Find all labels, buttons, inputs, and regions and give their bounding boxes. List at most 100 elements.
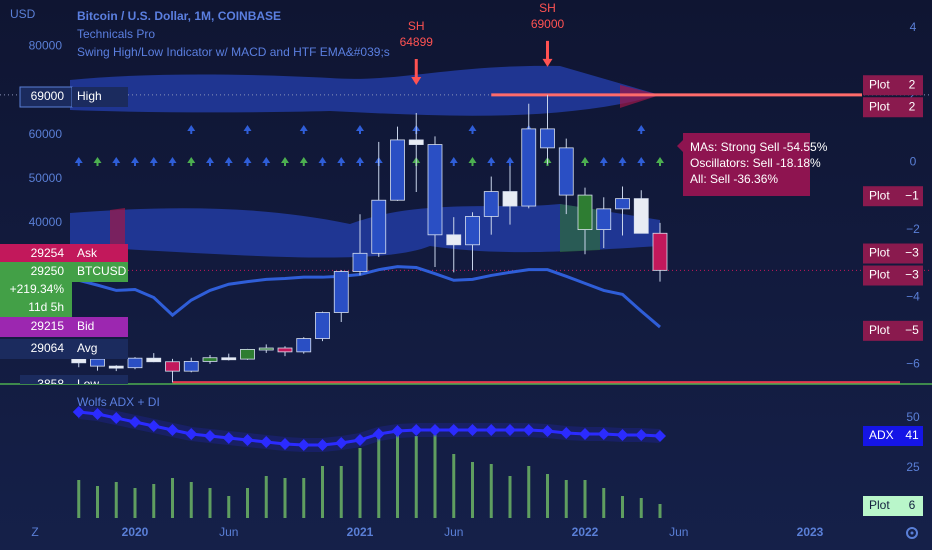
adx-bar: [339, 466, 343, 518]
main-pane: SH 64899 SH 69000: [0, 1, 932, 384]
adx-bar: [283, 478, 287, 518]
adx-point: [597, 428, 610, 440]
adx-point: [297, 439, 310, 451]
plot-badge-value: −5: [905, 323, 919, 337]
y2-tick-label: 0: [910, 155, 917, 169]
pane-badge-value: 41: [905, 428, 919, 442]
candle-body: [296, 338, 312, 353]
settings-icon[interactable]: [906, 527, 918, 539]
adx-point: [635, 429, 648, 441]
candle-body: [633, 198, 649, 234]
adx-point: [222, 432, 235, 444]
plot-badge-value: −3: [905, 246, 919, 260]
pane-badge: [863, 426, 923, 446]
signal-marker: [637, 125, 646, 134]
candle-body: [108, 365, 124, 369]
adx-bar: [489, 464, 493, 518]
signal-marker: [318, 157, 327, 166]
adx-bar: [546, 474, 549, 518]
candle-body: [127, 357, 143, 369]
adx-point: [522, 424, 535, 436]
y-tick-label: 60000: [29, 127, 63, 141]
candle-body: [446, 234, 462, 246]
x-tick-label: 2023: [797, 525, 824, 539]
adx-bar: [414, 436, 418, 518]
signal-marker: [168, 157, 177, 166]
price-badge-label-text: Bid: [77, 319, 94, 333]
y2-tick-label: −2: [906, 222, 920, 236]
candle-body: [71, 358, 87, 364]
price-badge-value-text: 29254: [31, 246, 65, 260]
adx-bar: [133, 488, 137, 518]
adx-bar: [189, 482, 193, 518]
adx-point: [654, 430, 666, 442]
signal-marker: [487, 157, 496, 166]
adx-bar: [264, 476, 268, 518]
adx-point: [541, 425, 554, 437]
price-badge-value-text: 69000: [31, 89, 65, 103]
price-badge-label-text: Low: [77, 377, 99, 391]
signal-marker: [243, 157, 252, 166]
price-badge-label: [72, 87, 128, 107]
plot-badge-name: Plot: [869, 188, 890, 202]
adx-bar: [508, 476, 512, 518]
pane-badge-name: Plot: [869, 498, 890, 512]
signal-marker: [206, 157, 214, 166]
price-badge-value: [0, 317, 72, 337]
plot-badge: [863, 75, 923, 96]
x-tick-label: Jun: [444, 525, 463, 539]
adx-point: [279, 438, 291, 450]
adx-bar: [77, 480, 81, 518]
signal-marker: [299, 125, 308, 134]
plot-badge: [863, 265, 923, 286]
adx-bar: [358, 448, 362, 518]
adx-point: [560, 427, 573, 439]
candle-body: [521, 128, 537, 207]
zoom-button[interactable]: Z: [31, 525, 38, 539]
ribbon: [70, 204, 660, 258]
adx-point: [316, 439, 329, 451]
plot-badge-value: −1: [905, 188, 919, 202]
price-badge-value-text: 29250: [31, 264, 65, 278]
adx-point: [129, 416, 141, 428]
signal-marker: [262, 157, 271, 166]
plot-badge-name: Plot: [869, 99, 890, 113]
adx-point: [204, 430, 216, 442]
candle-body: [596, 208, 612, 231]
adx-bar: [621, 496, 624, 518]
signal-marker: [356, 125, 364, 134]
pane-title: Wolfs ADX + DI: [77, 395, 160, 409]
adx-bar: [583, 480, 587, 518]
plot-badge: [863, 243, 923, 264]
adx-bar: [114, 482, 118, 518]
adx-point: [372, 428, 385, 440]
indicator-name: Swing High/Low Indicator w/ MACD and HTF…: [77, 45, 390, 59]
pane-badge-value: 6: [909, 498, 916, 512]
candle-body: [577, 194, 593, 231]
indicator-name: Technicals Pro: [77, 27, 155, 41]
adx-bar: [527, 466, 531, 518]
x-tick-label: Jun: [669, 525, 688, 539]
adx-point: [72, 406, 85, 418]
signal-marker: [224, 157, 233, 166]
pane-badge-name: ADX: [869, 428, 894, 442]
adx-point: [354, 434, 366, 446]
adx-point: [616, 429, 629, 441]
signal-marker: [599, 157, 608, 166]
candle-body: [202, 357, 218, 362]
adx-point: [410, 424, 423, 436]
adx-bar: [639, 498, 643, 518]
price-badge-label-text: High: [77, 89, 102, 103]
candle-body: [371, 199, 387, 254]
price-badge-value: [0, 244, 72, 264]
price-badges: 69000 High 29254 Ask 29250 BTCUSD +219.34% 11d …: [0, 86, 128, 391]
signal-marker: [112, 157, 121, 166]
price-badge-value: [0, 339, 72, 359]
chart-title: Bitcoin / U.S. Dollar, 1M, COINBASE: [77, 9, 281, 23]
adx-point: [504, 424, 516, 436]
signal-marker: [506, 157, 514, 166]
y-tick-label: 50000: [29, 171, 63, 185]
adx-point: [429, 424, 441, 436]
price-badge-label-text: Avg: [77, 341, 97, 355]
